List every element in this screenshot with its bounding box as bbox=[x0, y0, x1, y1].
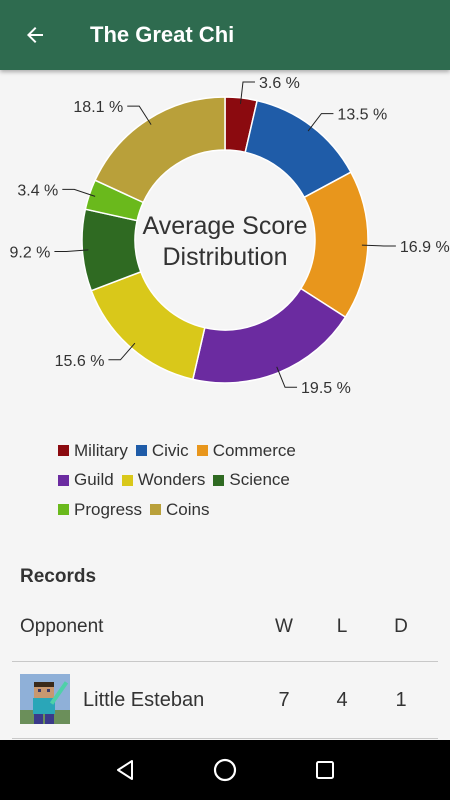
legend-swatch bbox=[58, 474, 69, 486]
legend-label: Science bbox=[229, 470, 290, 490]
avatar bbox=[20, 674, 70, 724]
record-wins: 7 bbox=[278, 689, 290, 711]
nav-home-button[interactable] bbox=[200, 745, 250, 795]
back-button[interactable] bbox=[0, 0, 70, 70]
legend-item-guild: Guild bbox=[58, 470, 114, 490]
leader-line-coins bbox=[127, 105, 152, 125]
chart-title-line-2: Distribution bbox=[162, 243, 287, 271]
leader-line-progress bbox=[62, 188, 96, 197]
leader-line-guild bbox=[276, 366, 298, 388]
legend-swatch bbox=[58, 504, 69, 516]
slice-coins bbox=[94, 96, 226, 204]
legend-item-coins: Coins bbox=[150, 499, 210, 520]
score-distribution-chart: 3.6 % 13.5 % 16.9 % 19.5 % 15.6 % 9.2 % 3.4 % 1… bbox=[0, 70, 450, 420]
data-label-progress: 3.4 % bbox=[17, 182, 58, 199]
nav-recents-button[interactable] bbox=[300, 745, 350, 795]
nav-back-button[interactable] bbox=[100, 745, 150, 795]
data-label-guild: 19.5 % bbox=[301, 380, 351, 397]
square-recents-icon bbox=[316, 761, 334, 779]
leader-line-wonders bbox=[108, 342, 136, 361]
legend-label: Wonders bbox=[137, 470, 206, 490]
data-label-civic: 13.5 % bbox=[337, 107, 387, 124]
legend-swatch bbox=[135, 445, 147, 457]
circle-home-icon bbox=[213, 758, 237, 782]
legend-label: Military bbox=[74, 440, 128, 460]
data-label-wonders: 15.6 % bbox=[55, 353, 105, 370]
records-header: Opponent W L D bbox=[0, 600, 450, 660]
legend-swatch bbox=[58, 445, 69, 457]
record-losses: 4 bbox=[336, 689, 348, 711]
legend-item-progress: Progress bbox=[58, 500, 142, 520]
leader-line-military bbox=[239, 81, 255, 104]
legend-item-wonders: Wonders bbox=[121, 470, 206, 490]
app-bar: The Great Chi bbox=[0, 0, 450, 70]
player-avatar-icon bbox=[20, 674, 70, 724]
legend-item-commerce: Commerce bbox=[196, 440, 296, 461]
slice-wonders bbox=[90, 270, 206, 381]
column-losses: L bbox=[336, 616, 348, 637]
legend-label: Civic bbox=[151, 440, 189, 460]
donut-chart-svg: 3.6 % 13.5 % 16.9 % 19.5 % 15.6 % 9.2 % 3.4 % 1… bbox=[9, 75, 450, 397]
row-divider bbox=[12, 738, 438, 739]
legend-swatch bbox=[196, 445, 208, 457]
legend-swatch bbox=[150, 504, 162, 516]
column-draws: D bbox=[394, 616, 408, 637]
slice-guild bbox=[191, 287, 347, 384]
record-draws: 1 bbox=[395, 689, 407, 711]
legend-label: Commerce bbox=[212, 440, 296, 460]
chart-title-line-1: Average Score bbox=[143, 212, 308, 240]
data-label-science: 9.2 % bbox=[9, 245, 50, 262]
legend-label: Guild bbox=[74, 470, 114, 490]
data-label-military: 3.6 % bbox=[259, 75, 300, 92]
system-nav-bar bbox=[0, 740, 450, 800]
legend-swatch bbox=[213, 474, 225, 486]
opponent-name: Little Esteban bbox=[83, 689, 205, 711]
arrow-left-icon bbox=[27, 27, 43, 43]
records-title: Records bbox=[20, 566, 97, 587]
header-divider bbox=[12, 661, 438, 662]
content: 3.6 % 13.5 % 16.9 % 19.5 % 15.6 % 9.2 % 3.4 % 1… bbox=[0, 70, 450, 740]
legend-row: Guild Wonders Science bbox=[58, 466, 358, 496]
column-opponent: Opponent bbox=[20, 616, 104, 637]
column-wins: W bbox=[275, 616, 293, 637]
legend-item-science: Science bbox=[213, 470, 290, 490]
legend-row: Military Civic Commerce bbox=[58, 436, 358, 466]
triangle-back-icon bbox=[117, 760, 133, 780]
leader-line-science bbox=[54, 249, 89, 253]
table-row[interactable]: Little Esteban 7 4 1 bbox=[0, 662, 450, 738]
data-label-coins: 18.1 % bbox=[73, 99, 123, 116]
legend-swatch bbox=[121, 474, 133, 486]
chart-legend: Military Civic Commerce Guild Wonders Science… bbox=[58, 436, 358, 525]
legend-label: Progress bbox=[74, 499, 143, 519]
legend-row: Progress Coins bbox=[58, 495, 358, 525]
leader-line-commerce bbox=[361, 244, 396, 247]
data-label-commerce: 16.9 % bbox=[400, 239, 450, 256]
leader-line-civic bbox=[307, 113, 334, 132]
legend-label: Coins bbox=[166, 499, 210, 519]
legend-item-military: Military bbox=[58, 441, 128, 461]
page-title: The Great Chi bbox=[90, 22, 235, 47]
legend-item-civic: Civic bbox=[135, 440, 189, 461]
